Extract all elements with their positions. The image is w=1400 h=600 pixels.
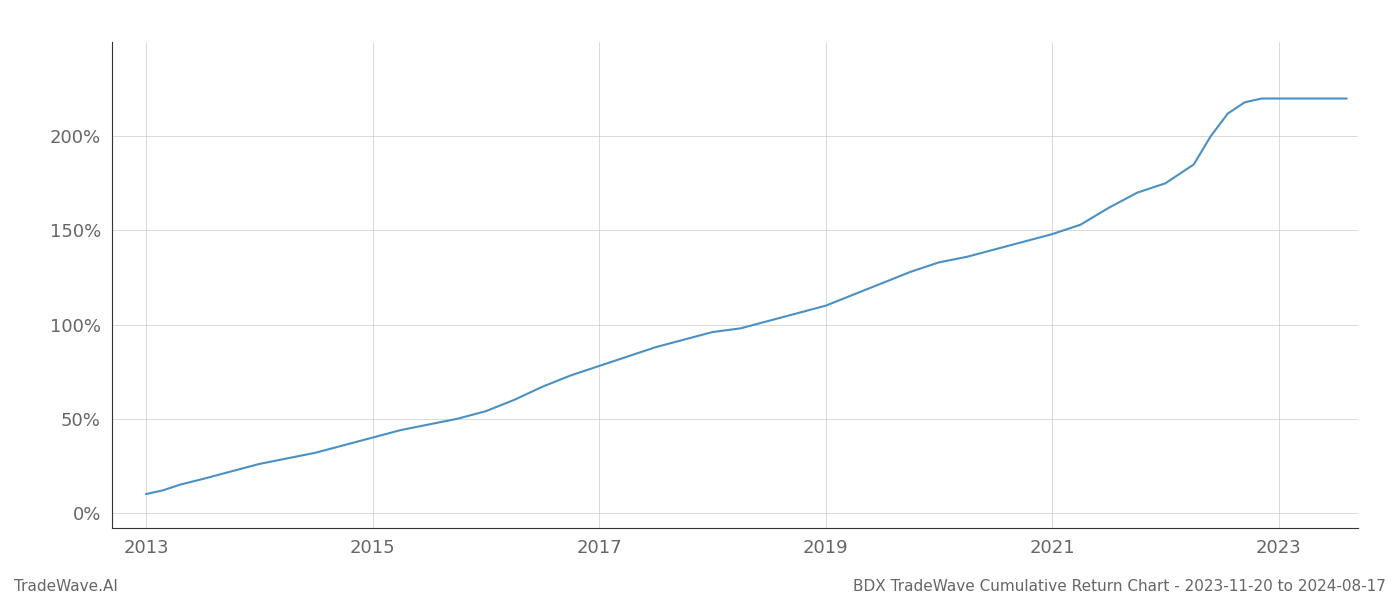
Text: BDX TradeWave Cumulative Return Chart - 2023-11-20 to 2024-08-17: BDX TradeWave Cumulative Return Chart - … [853,579,1386,594]
Text: TradeWave.AI: TradeWave.AI [14,579,118,594]
